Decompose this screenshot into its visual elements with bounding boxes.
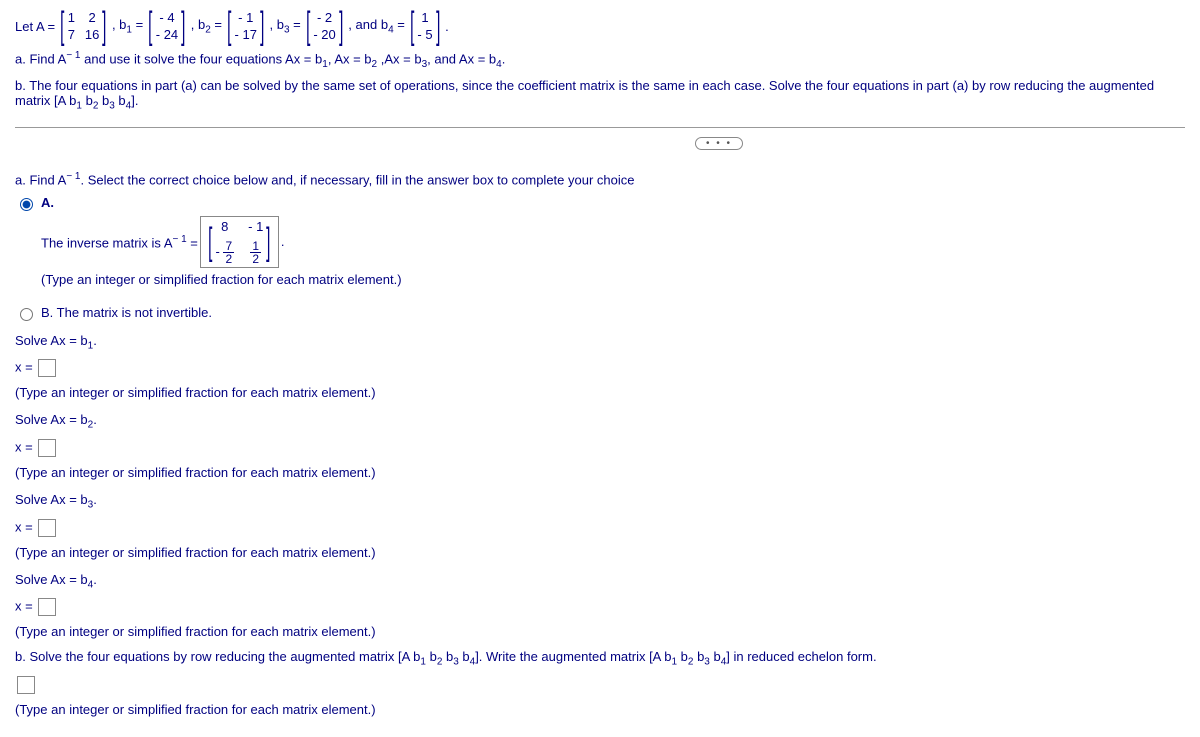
b2-label: , b2 = bbox=[191, 17, 222, 36]
part-b-prompt: b. Solve the four equations by row reduc… bbox=[15, 649, 1185, 668]
vector-b4: [ 1- 5 ] bbox=[407, 10, 443, 42]
solve-b1-label: Solve Ax = b1. bbox=[15, 333, 1185, 352]
option-b-radio[interactable] bbox=[20, 308, 33, 321]
type-hint-a: (Type an integer or simplified fraction … bbox=[41, 272, 402, 287]
solve-b2-label: Solve Ax = b2. bbox=[15, 412, 1185, 431]
answer-box-b4[interactable] bbox=[38, 598, 56, 616]
vector-b1: [ - 4- 24 ] bbox=[145, 10, 189, 42]
option-a-text: The inverse matrix is A− 1 = bbox=[41, 234, 198, 250]
x-equals-b4: x = bbox=[15, 598, 1185, 616]
type-hint-2: (Type an integer or simplified fraction … bbox=[15, 465, 1185, 480]
x-equals-b1: x = bbox=[15, 359, 1185, 377]
option-a-label: A. bbox=[41, 195, 402, 210]
vector-b3: [ - 2- 20 ] bbox=[303, 10, 347, 42]
question-b: b. The four equations in part (a) can be… bbox=[15, 78, 1185, 112]
b1-label: , b1 = bbox=[112, 17, 143, 36]
option-b-label: B. The matrix is not invertible. bbox=[41, 305, 212, 320]
answer-box-b3[interactable] bbox=[38, 519, 56, 537]
option-a-row: A. The inverse matrix is A− 1 = [ 8 - 1 … bbox=[15, 195, 1185, 297]
inverse-answer-box[interactable]: [ 8 - 1 - 72 12 ] bbox=[200, 216, 279, 268]
let-a-label: Let A = bbox=[15, 19, 55, 34]
problem-statement: Let A = [ 12 716 ] , b1 = [ - 4- 24 ] , … bbox=[15, 10, 1185, 42]
x-equals-b3: x = bbox=[15, 519, 1185, 537]
divider bbox=[15, 127, 1185, 128]
answer-box-b1[interactable] bbox=[38, 359, 56, 377]
type-hint-3: (Type an integer or simplified fraction … bbox=[15, 545, 1185, 560]
type-hint-1: (Type an integer or simplified fraction … bbox=[15, 385, 1185, 400]
answer-box-partb[interactable] bbox=[17, 676, 35, 694]
option-b-row: B. The matrix is not invertible. bbox=[15, 305, 1185, 321]
solve-b4-label: Solve Ax = b4. bbox=[15, 572, 1185, 591]
type-hint-partb: (Type an integer or simplified fraction … bbox=[15, 702, 1185, 717]
type-hint-4: (Type an integer or simplified fraction … bbox=[15, 624, 1185, 639]
question-a: a. Find A− 1 and use it solve the four e… bbox=[15, 50, 1185, 70]
solve-b3-label: Solve Ax = b3. bbox=[15, 492, 1185, 511]
x-equals-b2: x = bbox=[15, 439, 1185, 457]
matrix-a: [ 12 716 ] bbox=[57, 10, 110, 42]
more-button[interactable]: • • • bbox=[695, 137, 743, 150]
b3-label: , b3 = bbox=[270, 17, 301, 36]
answer-box-b2[interactable] bbox=[38, 439, 56, 457]
b4-label: , and b4 = bbox=[348, 17, 405, 36]
vector-b2: [ - 1- 17 ] bbox=[224, 10, 268, 42]
option-a-radio[interactable] bbox=[20, 198, 33, 211]
part-a-prompt: a. Find A− 1. Select the correct choice … bbox=[15, 171, 1185, 187]
